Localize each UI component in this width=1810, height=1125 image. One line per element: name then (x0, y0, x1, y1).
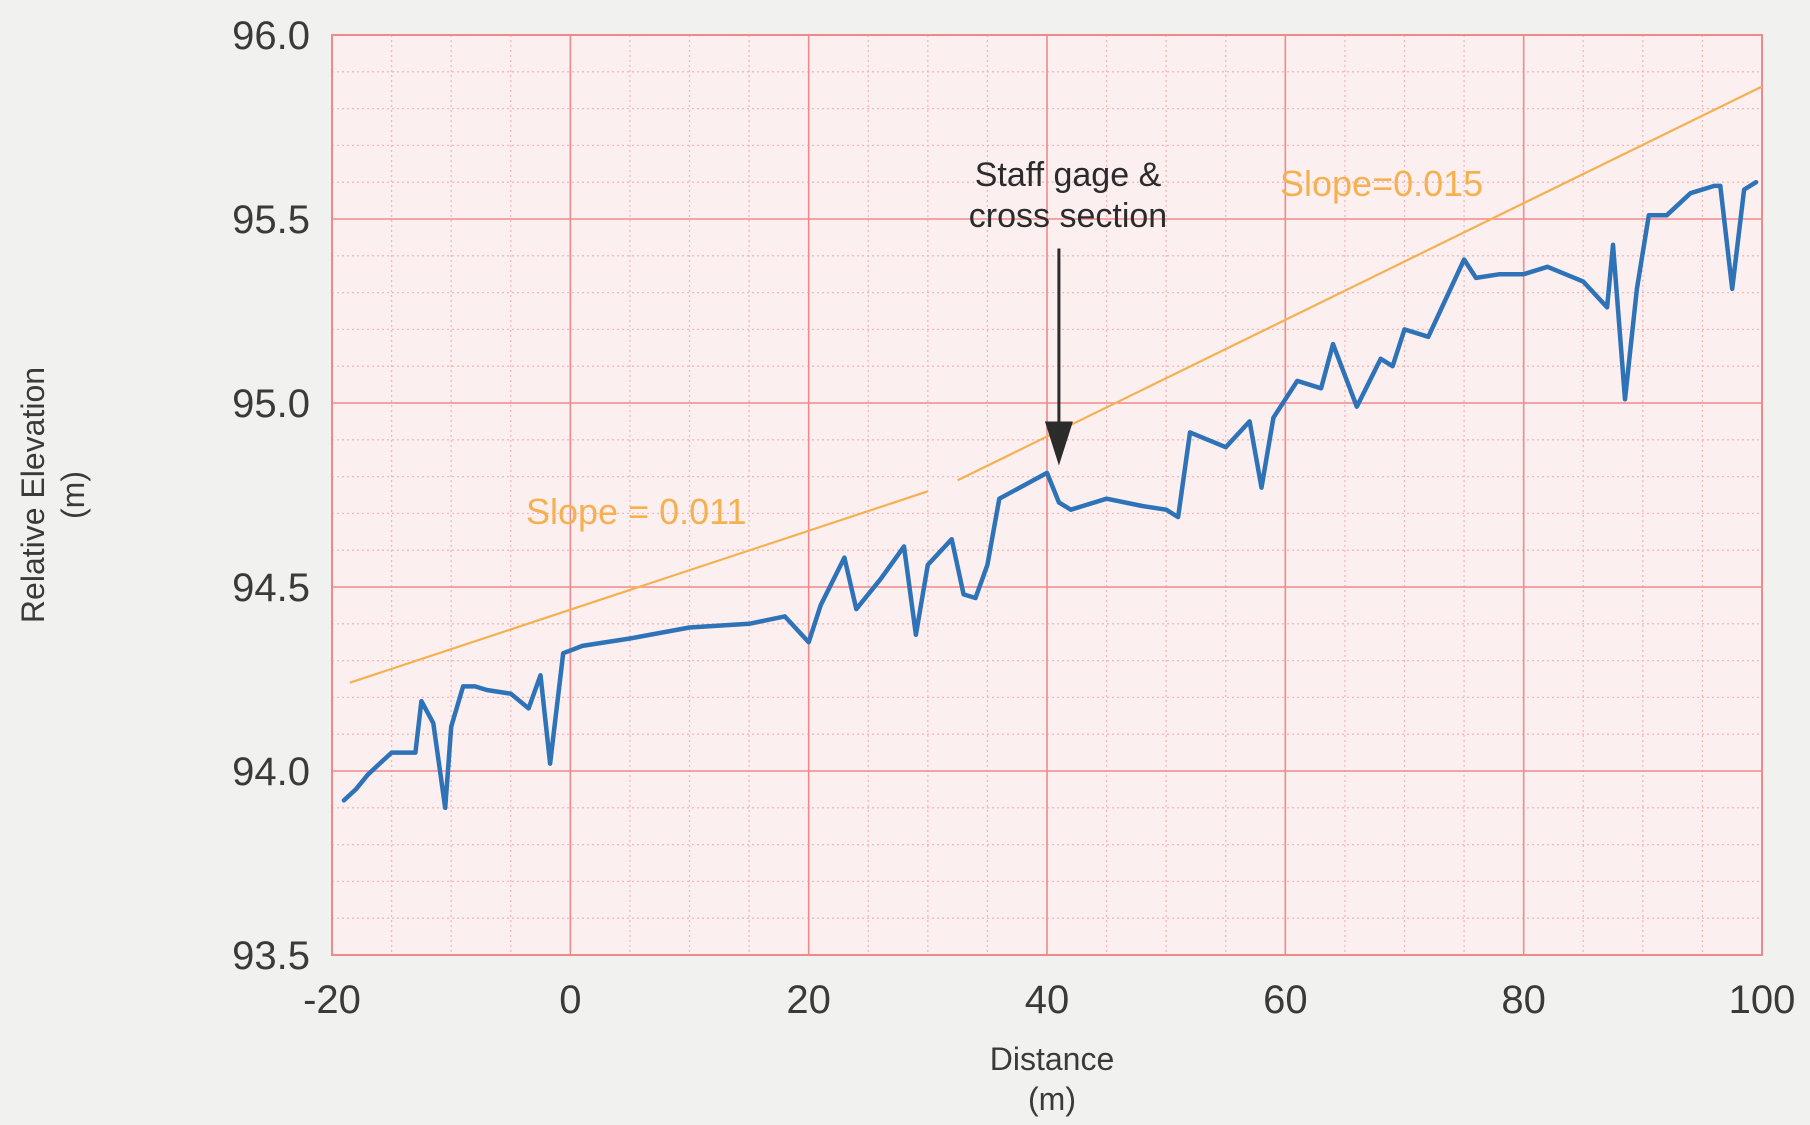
y-tick-labels: 93.5 94.0 94.5 95.0 95.5 96.0 (232, 14, 310, 978)
slope-label-lower: Slope = 0.011 (526, 491, 747, 532)
y-tick-label: 95.0 (232, 382, 310, 426)
x-axis-unit: (m) (1028, 1081, 1076, 1117)
annotation-staff-gage-line1: Staff gage & (975, 156, 1162, 194)
x-tick-label: 20 (786, 978, 831, 1022)
y-tick-label: 96.0 (232, 14, 310, 58)
x-tick-label: -20 (303, 978, 361, 1022)
annotation-staff-gage-line2: cross section (969, 197, 1167, 235)
slope-label-upper: Slope=0.015 (1280, 163, 1483, 204)
x-tick-label: 0 (559, 978, 581, 1022)
y-tick-label: 95.5 (232, 198, 310, 242)
annotation-arrow-layer (1044, 248, 1073, 466)
plot-frame (331, 34, 1763, 956)
x-tick-label: 40 (1025, 978, 1070, 1022)
y-tick-label: 94.5 (232, 566, 310, 610)
slope-lines (349, 85, 1763, 684)
y-tick-label: 93.5 (232, 934, 310, 978)
y-axis-unit: (m) (55, 471, 91, 519)
annotation-arrow-head (1044, 421, 1073, 466)
y-axis-title: Relative Elevation (15, 367, 51, 623)
y-tick-label: 94.0 (232, 750, 310, 794)
x-tick-label: 100 (1729, 978, 1796, 1022)
slope-line-1 (957, 85, 1763, 482)
slope-line-0 (349, 490, 929, 684)
x-tick-label: 80 (1501, 978, 1546, 1022)
series-layer (341, 179, 1759, 811)
series-line-0 (341, 179, 1759, 811)
x-tick-labels: -20 0 20 40 60 80 100 (303, 978, 1795, 1022)
x-tick-label: 60 (1263, 978, 1308, 1022)
x-axis-title: Distance (990, 1041, 1115, 1077)
